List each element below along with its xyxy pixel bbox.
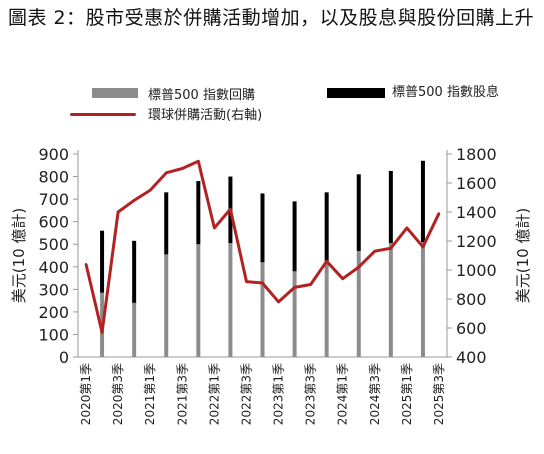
legend-swatch-ma xyxy=(70,113,136,116)
bar-buybacks xyxy=(228,243,233,357)
chart-title: 圖表 2：股市受惠於併購活動增加，以及股息與股份回購上升 xyxy=(8,7,535,29)
y-tick-label-right: 1400 xyxy=(456,203,497,222)
bar-dividends xyxy=(388,170,393,244)
bar-dividends xyxy=(356,174,361,251)
line-ma-point xyxy=(116,210,120,214)
line-ma-point xyxy=(261,281,264,285)
y-tick-label-right: 1200 xyxy=(456,232,497,251)
line-ma-point xyxy=(213,226,216,230)
line-ma-point xyxy=(277,300,280,304)
bar-buybacks xyxy=(388,243,393,357)
y-tick-label-left: 800 xyxy=(38,168,69,187)
bar-buybacks xyxy=(132,302,137,357)
bar-buybacks xyxy=(420,241,425,357)
line-ma-point xyxy=(100,331,104,334)
x-tick-label: 2021第3季 xyxy=(175,363,189,425)
bar-dividends xyxy=(292,201,297,272)
y-axis-title-left: 美元(10 億計) xyxy=(10,208,28,304)
line-ma-point xyxy=(389,247,393,250)
y-tick-label-right: 400 xyxy=(456,348,487,367)
y-tick-label-right: 1000 xyxy=(456,261,497,280)
legend-label-dividends: 標普500 指數股息 xyxy=(392,85,499,100)
line-ma-point xyxy=(293,286,296,289)
x-tick-label: 2024第1季 xyxy=(336,363,350,425)
line-ma-point xyxy=(357,265,360,269)
bar-dividends xyxy=(324,192,329,262)
line-ma-point xyxy=(165,171,168,175)
y-tick-label-right: 800 xyxy=(456,290,487,309)
line-ma-point xyxy=(132,199,136,202)
y-tick-label-right: 1600 xyxy=(456,174,497,193)
line-ma-point xyxy=(325,260,328,263)
y-tick-label-left: 0 xyxy=(59,348,69,367)
x-tick-label: 2023第3季 xyxy=(304,363,318,425)
x-tick-label: 2025第1季 xyxy=(400,363,414,425)
y-tick-label-left: 600 xyxy=(38,213,69,232)
x-tick-label: 2020第3季 xyxy=(111,363,125,425)
y-tick-label-left: 100 xyxy=(38,325,69,344)
x-tick-label: 2021第1季 xyxy=(143,363,157,425)
bar-dividends xyxy=(196,181,201,245)
y-tick-label-left: 200 xyxy=(38,303,69,322)
line-ma-point xyxy=(148,189,152,192)
legend-label-buybacks: 標普500 指數回購 xyxy=(148,88,255,103)
y-tick-label-left: 700 xyxy=(38,190,69,209)
bar-dividends xyxy=(260,193,265,263)
x-tick-label: 2025第3季 xyxy=(432,363,446,425)
bar-buybacks xyxy=(324,261,329,357)
line-ma-point xyxy=(421,245,425,248)
line-ma-point xyxy=(245,280,248,283)
bar-dividends xyxy=(100,230,105,293)
y-tick-label-right: 1800 xyxy=(456,145,497,164)
line-ma-point xyxy=(197,160,200,163)
y-tick-label-left: 300 xyxy=(38,280,69,299)
line-ma-point xyxy=(373,249,377,253)
x-tick-label: 2020第1季 xyxy=(79,363,93,425)
x-tick-label: 2022第3季 xyxy=(239,363,253,425)
bar-dividends xyxy=(164,192,169,255)
bar-buybacks xyxy=(356,250,361,357)
y-tick-label-right: 600 xyxy=(456,319,487,338)
y-axis-title-right: 美元(10 億計) xyxy=(514,208,532,304)
line-ma-point xyxy=(437,212,441,215)
bar-buybacks xyxy=(292,271,297,357)
line-ma-point xyxy=(405,226,409,230)
bar-buybacks xyxy=(164,254,169,357)
line-ma-point xyxy=(84,263,88,266)
x-tick-label: 2023第1季 xyxy=(272,363,286,425)
legend-label-ma: 環球併購活動(右軸) xyxy=(148,108,263,123)
legend-swatch-dividends xyxy=(327,88,385,98)
line-ma-point xyxy=(341,277,344,280)
y-tick-label-left: 400 xyxy=(38,258,69,277)
bar-buybacks xyxy=(260,262,265,357)
bar-dividends xyxy=(420,160,425,242)
x-tick-label: 2022第1季 xyxy=(207,363,221,425)
y-tick-label-left: 500 xyxy=(38,235,69,254)
line-ma-point xyxy=(309,283,312,286)
line-ma-point xyxy=(229,207,232,211)
bar-buybacks xyxy=(196,244,201,357)
bar-dividends xyxy=(132,240,137,303)
x-tick-label: 2024第3季 xyxy=(368,363,382,425)
y-tick-label-left: 900 xyxy=(38,145,69,164)
line-ma-point xyxy=(181,167,184,170)
legend-swatch-buybacks xyxy=(92,88,138,98)
